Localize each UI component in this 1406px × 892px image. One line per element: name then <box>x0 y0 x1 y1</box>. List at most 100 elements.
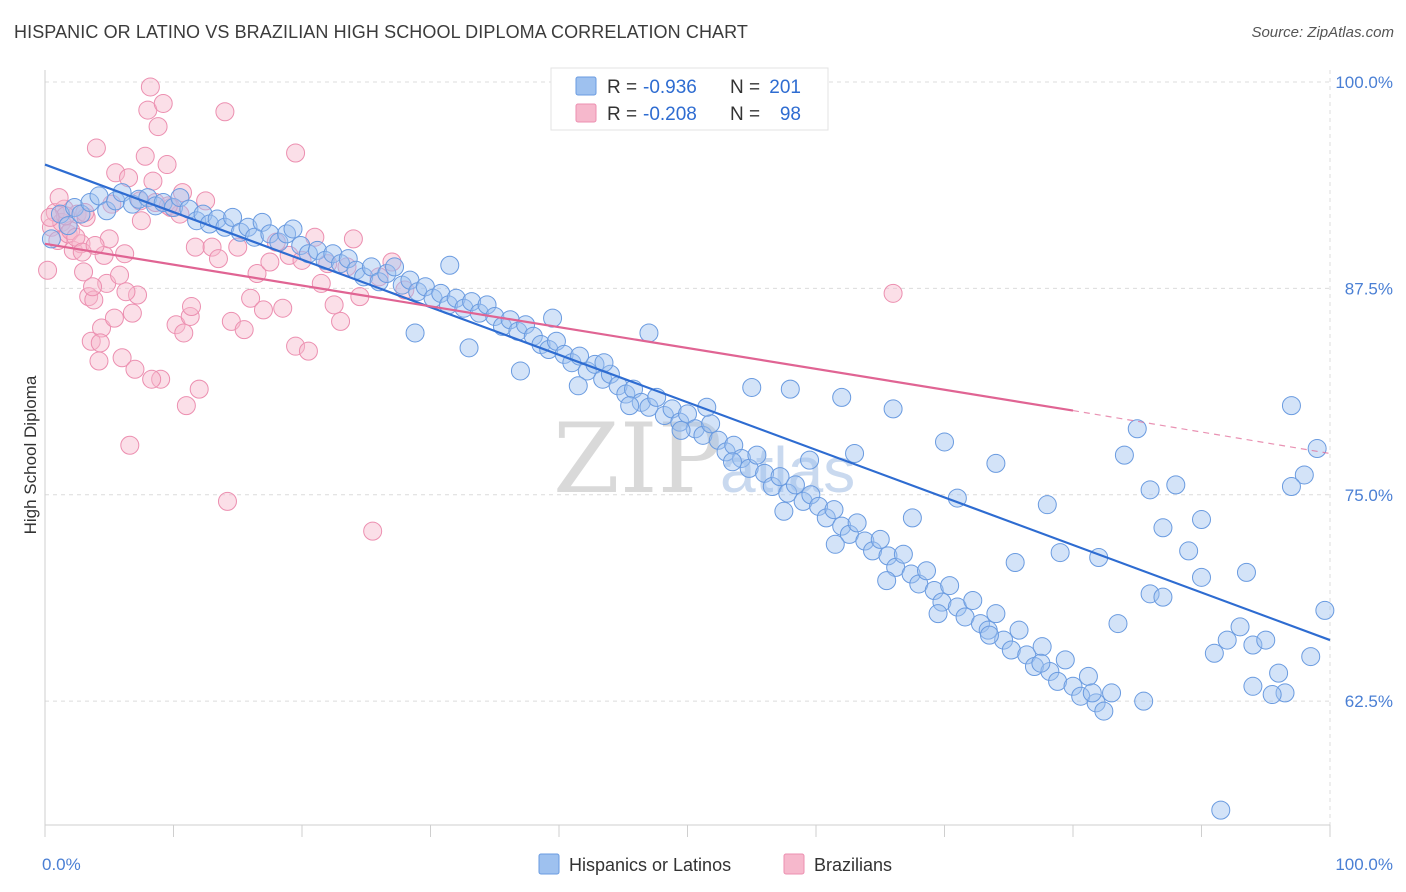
data-point-hispanic <box>431 283 451 303</box>
trend-line-brazilian <box>44 242 1074 412</box>
data-point-brazilian <box>142 369 162 389</box>
data-point-hispanic <box>883 399 903 419</box>
data-point-brazilian <box>382 252 402 272</box>
legend-r-value-hispanic: -0.936 <box>643 77 697 98</box>
data-point-brazilian <box>83 277 103 297</box>
data-point-hispanic <box>778 483 798 503</box>
data-point-brazilian <box>122 303 142 323</box>
data-point-brazilian <box>180 306 200 326</box>
data-point-brazilian <box>99 229 119 249</box>
data-point-hispanic <box>722 452 742 472</box>
bottom-legend-brazilian: Brazilians <box>814 855 892 875</box>
data-point-hispanic <box>385 257 405 277</box>
data-point-brazilian <box>234 320 254 340</box>
y-tick-labels: 100.0% 87.5% 75.0% 62.5% <box>1335 73 1393 711</box>
data-point-hispanic <box>338 249 358 269</box>
bottom-legend-swatch-brazilian <box>783 853 805 875</box>
data-point-hispanic <box>164 197 183 217</box>
data-point-hispanic <box>893 544 913 564</box>
trend-line-hispanic <box>44 163 1331 642</box>
legend-box <box>550 67 829 131</box>
data-point-hispanic <box>1204 643 1224 663</box>
legend-n-value-brazilian: 98 <box>780 104 801 125</box>
data-point-hispanic <box>800 450 820 470</box>
data-point-brazilian <box>140 77 160 97</box>
data-point-brazilian <box>86 138 106 158</box>
bottom-legend: Hispanics or Latinos Brazilians <box>538 853 892 875</box>
data-point-brazilian <box>157 155 177 175</box>
data-point-hispanic <box>639 323 659 343</box>
data-point-hispanic <box>742 377 762 397</box>
data-point-hispanic <box>770 467 790 487</box>
data-point-brazilian <box>110 265 130 285</box>
y-tick-label: 100.0% <box>1335 73 1393 92</box>
data-point-brazilian <box>79 287 99 307</box>
data-point-hispanic <box>50 204 70 224</box>
data-point-hispanic <box>917 561 937 581</box>
data-point-brazilian <box>241 288 261 308</box>
legend: R = -0.936 N = 201 R = -0.208 N = 98 <box>550 67 829 131</box>
data-point-hispanic <box>1050 543 1070 563</box>
legend-r-value-brazilian: -0.208 <box>643 104 697 125</box>
data-point-hispanic <box>1217 630 1237 650</box>
watermark: ZIP atlas <box>553 403 855 515</box>
legend-r-label: R = <box>607 104 637 125</box>
data-point-brazilian <box>185 237 205 257</box>
data-point-hispanic <box>1127 419 1147 439</box>
legend-swatch-hispanic <box>575 76 597 96</box>
data-point-brazilian <box>331 311 351 331</box>
data-point-hispanic <box>785 475 805 495</box>
data-point-hispanic <box>440 255 460 275</box>
data-point-brazilian <box>286 336 306 356</box>
data-point-hispanic <box>405 323 425 343</box>
data-point-hispanic <box>1301 647 1321 667</box>
y-axis-label: High School Diploma <box>21 375 40 534</box>
data-point-hispanic <box>244 227 264 247</box>
data-point-hispanic <box>1294 465 1314 485</box>
bottom-legend-hispanic: Hispanics or Latinos <box>569 855 731 875</box>
data-point-hispanic <box>238 217 258 237</box>
data-point-hispanic <box>986 453 1006 473</box>
data-point-hispanic <box>809 496 829 516</box>
data-point-hispanic <box>847 513 867 533</box>
legend-n-value-hispanic: 201 <box>769 77 801 98</box>
data-point-hispanic <box>510 361 530 381</box>
data-point-hispanic <box>1307 439 1327 459</box>
data-point-hispanic <box>1094 701 1114 721</box>
data-point-hispanic <box>277 224 297 244</box>
chart-title: HISPANIC OR LATINO VS BRAZILIAN HIGH SCH… <box>14 22 749 42</box>
data-point-hispanic <box>780 379 800 399</box>
data-point-brazilian <box>298 341 318 361</box>
data-point-hispanic <box>693 425 713 445</box>
data-point-brazilian <box>181 297 201 317</box>
data-point-hispanic <box>620 396 640 416</box>
data-point-hispanic <box>1086 693 1106 713</box>
data-point-hispanic <box>963 590 983 610</box>
data-point-hispanic <box>801 485 821 505</box>
data-point-hispanic <box>1243 635 1263 655</box>
data-point-hispanic <box>1269 663 1289 683</box>
data-point-brazilian <box>116 282 136 302</box>
data-point-hispanic <box>1005 552 1025 572</box>
data-point-brazilian <box>363 521 383 541</box>
data-point-brazilian <box>260 252 280 272</box>
data-point-hispanic <box>832 516 852 536</box>
data-point-hispanic <box>902 508 922 528</box>
data-point-brazilian <box>89 351 109 371</box>
data-point-brazilian <box>90 333 110 353</box>
data-point-hispanic <box>252 212 272 232</box>
data-point-hispanic <box>1055 650 1075 670</box>
data-point-hispanic <box>979 625 999 645</box>
data-point-hispanic <box>855 531 875 551</box>
data-point-hispanic <box>1063 676 1083 696</box>
data-point-hispanic <box>928 604 948 624</box>
data-point-hispanic <box>1262 685 1282 705</box>
x-tick-labels: 0.0% 100.0% <box>42 855 1393 874</box>
legend-n-label: N = <box>730 77 760 98</box>
data-point-hispanic <box>1134 691 1154 711</box>
data-point-brazilian <box>208 249 228 269</box>
y-tick-label: 87.5% <box>1345 279 1393 298</box>
x-tick-label: 0.0% <box>42 855 81 874</box>
data-point-hispanic <box>1031 653 1051 673</box>
data-point-brazilian <box>189 379 209 399</box>
